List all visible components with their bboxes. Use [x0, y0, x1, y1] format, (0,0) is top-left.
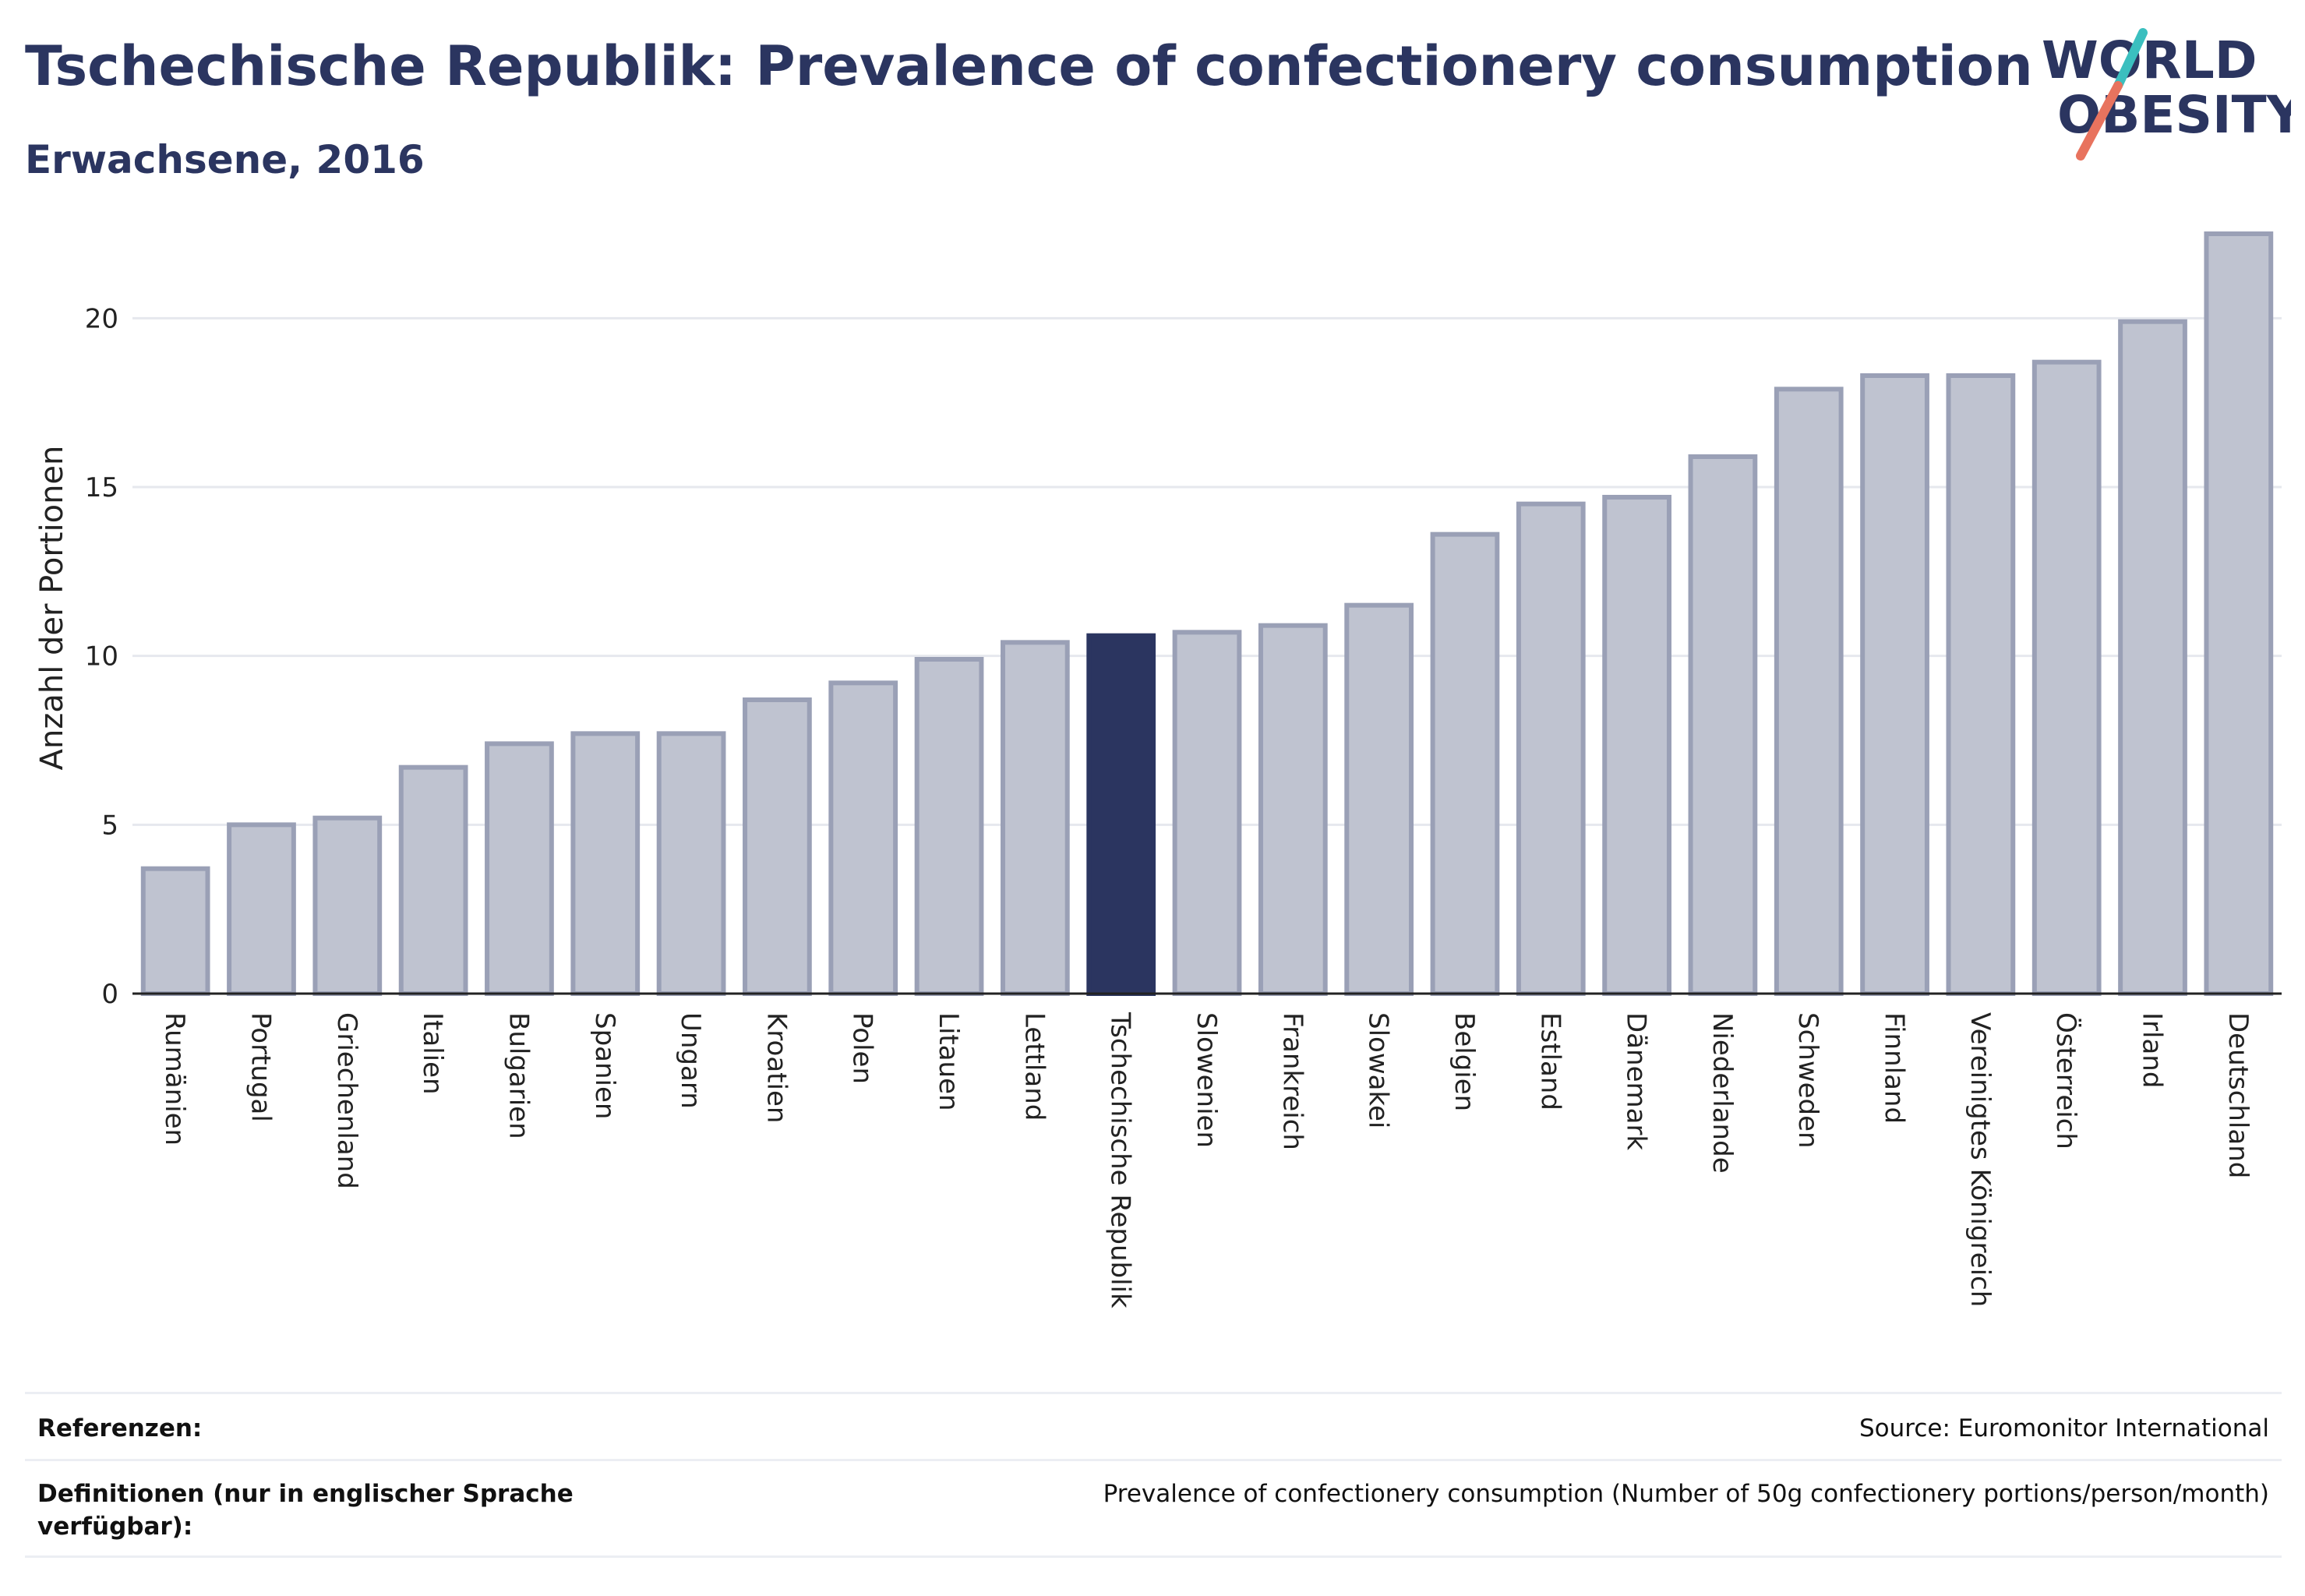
- bar-24: [2204, 231, 2274, 996]
- x-tick-label: Niederlande: [1707, 1012, 1738, 1174]
- bar-chart: 0 5 10 15 20 Rumänien Portugal Griechenland Ita…: [34, 231, 2282, 1308]
- bars: [140, 231, 2274, 997]
- references-value: Source: Euromonitor International: [1858, 1414, 2269, 1442]
- logo-slash-teal: [2113, 28, 2148, 90]
- bar-10: [1000, 640, 1070, 996]
- bar-4: [485, 741, 554, 996]
- chart-title: Tschechische Republik: Prevalence of con…: [25, 34, 2033, 98]
- bar-12: [1172, 630, 1242, 996]
- x-tick-label: Finnland: [1879, 1012, 1910, 1124]
- x-tick-label: Irland: [2137, 1012, 2168, 1088]
- bar-15: [1430, 531, 1500, 996]
- references-label: Referenzen:: [37, 1414, 203, 1442]
- x-tick-label: Rumänien: [159, 1012, 190, 1146]
- bar-22: [2031, 359, 2102, 996]
- bar-11: [1086, 633, 1156, 997]
- divider-middle: [25, 1459, 2282, 1461]
- x-tick-label: Lettland: [1018, 1012, 1050, 1121]
- bar-5: [570, 731, 641, 996]
- x-tick-label: Portugal: [245, 1012, 276, 1122]
- x-tick-label: Kroatien: [761, 1012, 792, 1123]
- definitions-label: Definitionen (nur in englischer Sprache …: [37, 1480, 574, 1541]
- logo-line-1: WORLD: [2042, 30, 2257, 90]
- definitions-value: Prevalence of confectionery consumption …: [1103, 1480, 2269, 1508]
- bar-23: [2118, 319, 2187, 996]
- x-tick-label: Österreich: [2050, 1012, 2082, 1149]
- chart-subtitle: Erwachsene, 2016: [25, 137, 425, 182]
- x-tick-label: Belgien: [1449, 1012, 1480, 1111]
- x-tick-label: Litauen: [933, 1012, 964, 1111]
- divider-bottom: [25, 1555, 2282, 1558]
- bar-8: [828, 680, 898, 996]
- bar-18: [1688, 454, 1758, 996]
- x-tick-label: Slowenien: [1191, 1012, 1222, 1148]
- x-tick-label: Schweden: [1792, 1012, 1823, 1149]
- y-tick-label: 10: [85, 641, 118, 673]
- x-tick-label: Vereinigtes Königreich: [1964, 1012, 1996, 1307]
- x-tick-label: Frankreich: [1276, 1012, 1308, 1150]
- y-tick-label: 20: [85, 303, 118, 334]
- y-axis-title: Anzahl der Portionen: [34, 446, 70, 771]
- x-tick-label: Polen: [847, 1012, 878, 1084]
- x-tick-label: Italien: [417, 1012, 448, 1095]
- bar-21: [1946, 373, 2016, 996]
- bar-9: [914, 657, 984, 996]
- y-tick-label: 0: [101, 979, 118, 1010]
- x-tick-label: Spanien: [589, 1012, 620, 1119]
- x-tick-label: Estland: [1534, 1012, 1565, 1110]
- x-tick-label: Ungarn: [675, 1012, 706, 1109]
- logo-slash-coral: [2076, 81, 2123, 161]
- y-axis-ticks: 0 5 10 15 20: [85, 303, 118, 1010]
- bar-19: [1774, 387, 1844, 997]
- bar-14: [1344, 602, 1414, 997]
- y-tick-label: 5: [101, 810, 118, 841]
- bar-16: [1516, 501, 1586, 996]
- divider-top: [25, 1392, 2282, 1394]
- x-tick-label: Slowakei: [1363, 1012, 1394, 1128]
- bar-1: [227, 822, 296, 997]
- bar-7: [743, 697, 812, 996]
- bar-13: [1258, 623, 1328, 997]
- x-tick-label: Deutschland: [2222, 1012, 2254, 1178]
- x-tick-label: Griechenland: [331, 1012, 362, 1189]
- world-obesity-logo: WORLD OBESITY: [2042, 28, 2291, 161]
- x-tick-label: Bulgarien: [503, 1012, 534, 1139]
- bar-17: [1602, 495, 1671, 996]
- x-tick-label: Tschechische Republik: [1105, 1012, 1136, 1308]
- y-tick-label: 15: [85, 472, 118, 503]
- bar-2: [312, 815, 383, 996]
- x-axis-ticks: Rumänien Portugal Griechenland Italien Bulga…: [159, 1012, 2254, 1308]
- bar-6: [656, 731, 726, 996]
- bar-0: [140, 866, 210, 996]
- bar-20: [1860, 373, 1929, 996]
- bar-3: [398, 764, 468, 997]
- x-tick-label: Dänemark: [1621, 1012, 1652, 1150]
